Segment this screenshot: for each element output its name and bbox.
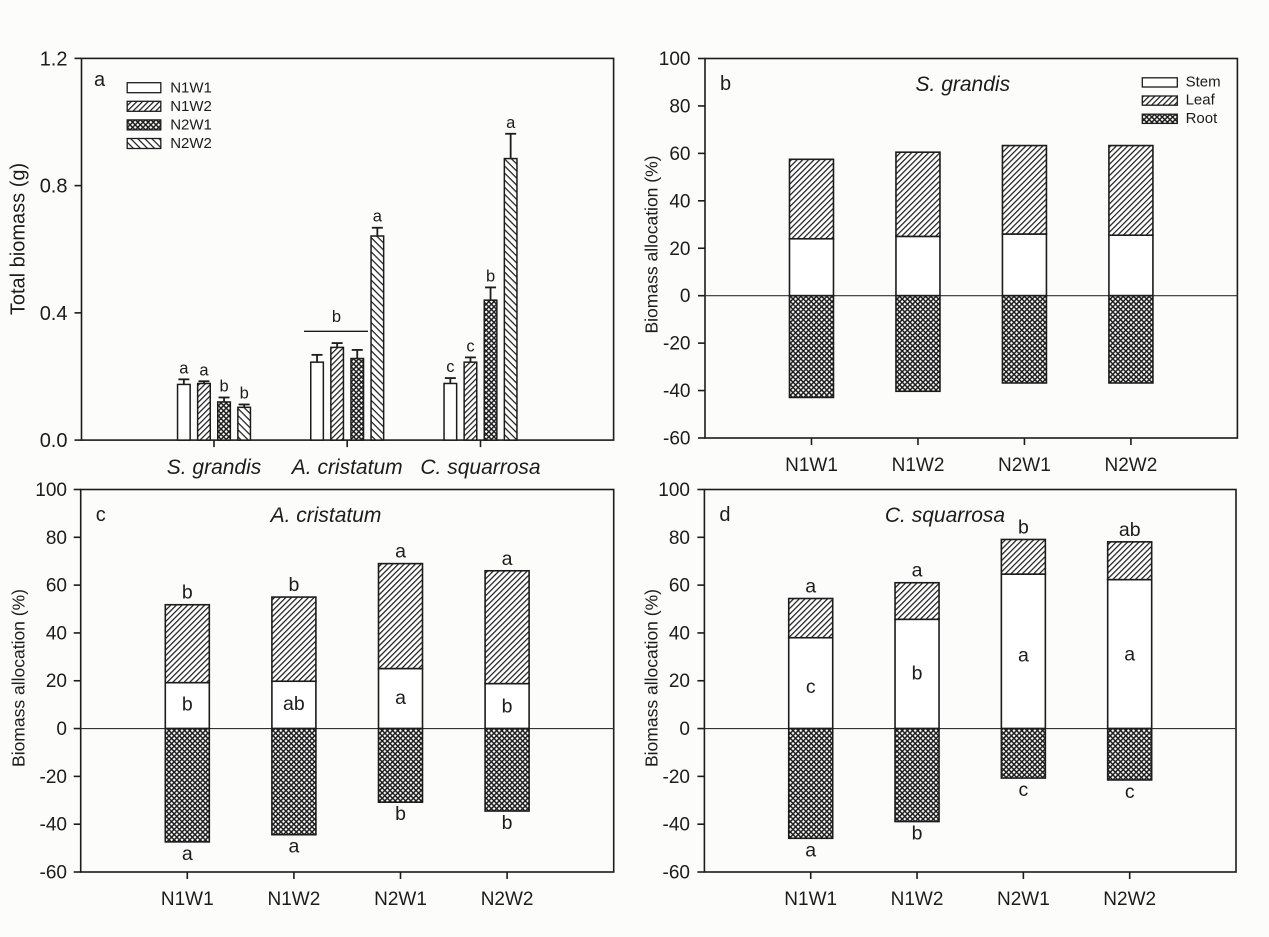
svg-text:a: a [506, 114, 516, 132]
svg-text:60: 60 [669, 144, 690, 165]
svg-text:-60: -60 [663, 429, 690, 450]
svg-text:S. grandis: S. grandis [916, 73, 1011, 96]
svg-text:N2W1: N2W1 [997, 889, 1050, 910]
svg-text:N1W2: N1W2 [892, 455, 945, 476]
svg-text:b: b [720, 73, 731, 95]
svg-text:c: c [446, 358, 454, 376]
svg-text:b: b [288, 574, 299, 596]
svg-text:20: 20 [46, 671, 67, 692]
svg-text:b: b [220, 378, 229, 396]
svg-text:N1W2: N1W2 [891, 889, 944, 910]
svg-text:b: b [912, 823, 923, 845]
svg-text:20: 20 [669, 671, 690, 692]
svg-text:20: 20 [669, 239, 690, 260]
svg-text:a: a [1018, 645, 1029, 667]
svg-text:c: c [1019, 779, 1029, 801]
svg-text:b: b [332, 308, 341, 326]
svg-text:Stem: Stem [1186, 73, 1221, 90]
svg-text:0: 0 [56, 719, 67, 740]
svg-text:N1W1: N1W1 [170, 79, 212, 96]
svg-text:A. cristatum: A. cristatum [269, 504, 382, 527]
svg-text:b: b [240, 385, 249, 403]
svg-text:a: a [502, 548, 513, 570]
svg-text:40: 40 [669, 623, 690, 644]
svg-text:N2W2: N2W2 [481, 889, 534, 910]
svg-text:b: b [395, 803, 406, 825]
svg-text:a: a [805, 839, 816, 861]
svg-text:100: 100 [658, 480, 690, 501]
svg-text:N1W1: N1W1 [785, 455, 838, 476]
svg-text:Biomass allocation (%): Biomass allocation (%) [642, 589, 662, 767]
svg-text:C. squarrosa: C. squarrosa [885, 504, 1005, 527]
svg-text:60: 60 [669, 576, 690, 597]
svg-text:80: 80 [46, 528, 67, 549]
svg-text:100: 100 [35, 480, 67, 501]
svg-text:N1W1: N1W1 [161, 889, 214, 910]
svg-text:d: d [719, 504, 730, 526]
svg-text:N1W1: N1W1 [784, 889, 837, 910]
svg-text:a: a [1124, 644, 1135, 666]
svg-text:N2W2: N2W2 [170, 135, 212, 152]
svg-text:100: 100 [659, 49, 691, 70]
svg-text:S. grandis: S. grandis [167, 456, 262, 479]
svg-text:Biomass allocation (%): Biomass allocation (%) [9, 589, 29, 767]
svg-text:a: a [288, 836, 299, 858]
svg-text:a: a [805, 576, 816, 598]
svg-text:b: b [1018, 517, 1029, 539]
svg-text:-40: -40 [663, 815, 690, 836]
svg-text:a: a [199, 361, 209, 379]
svg-text:c: c [1125, 781, 1135, 803]
svg-text:a: a [395, 541, 406, 563]
svg-text:40: 40 [46, 623, 67, 644]
svg-text:b: b [502, 696, 513, 718]
svg-text:-20: -20 [663, 334, 690, 355]
svg-text:Biomass allocation (%): Biomass allocation (%) [642, 156, 662, 334]
svg-text:c: c [466, 337, 474, 355]
svg-text:b: b [182, 694, 193, 716]
svg-text:N2W2: N2W2 [1103, 889, 1156, 910]
svg-text:-60: -60 [663, 863, 690, 884]
svg-text:N2W1: N2W1 [374, 889, 427, 910]
svg-text:40: 40 [669, 191, 690, 212]
svg-text:a: a [912, 560, 923, 582]
svg-text:b: b [182, 582, 193, 604]
svg-text:-40: -40 [663, 381, 690, 402]
svg-text:0: 0 [679, 719, 690, 740]
svg-text:a: a [182, 843, 193, 865]
svg-text:80: 80 [669, 96, 690, 117]
svg-text:N2W1: N2W1 [170, 117, 212, 134]
svg-text:N2W1: N2W1 [998, 455, 1051, 476]
svg-text:80: 80 [669, 528, 690, 549]
svg-text:a: a [395, 687, 406, 709]
svg-text:60: 60 [46, 576, 67, 597]
svg-text:b: b [502, 812, 513, 834]
svg-text:0.4: 0.4 [40, 303, 68, 325]
svg-text:0.0: 0.0 [40, 430, 68, 452]
svg-text:C. squarrosa: C. squarrosa [420, 456, 540, 479]
svg-text:a: a [179, 359, 189, 377]
svg-text:Leaf: Leaf [1186, 92, 1216, 109]
svg-text:1.2: 1.2 [40, 48, 68, 70]
svg-text:N1W2: N1W2 [170, 98, 212, 115]
svg-text:Root: Root [1186, 110, 1219, 127]
svg-text:b: b [912, 663, 923, 685]
svg-text:a: a [94, 69, 106, 91]
svg-text:a: a [373, 208, 383, 226]
svg-text:N2W2: N2W2 [1105, 455, 1158, 476]
svg-text:c: c [806, 676, 816, 698]
svg-text:-60: -60 [40, 863, 67, 884]
svg-text:c: c [96, 504, 106, 526]
svg-text:0.8: 0.8 [40, 176, 68, 198]
svg-text:0: 0 [680, 286, 691, 307]
svg-text:Total biomass (g): Total biomass (g) [8, 163, 30, 315]
svg-text:-40: -40 [40, 815, 67, 836]
svg-text:N1W2: N1W2 [268, 889, 321, 910]
svg-text:-20: -20 [40, 767, 67, 788]
svg-text:ab: ab [1119, 519, 1141, 541]
svg-text:-20: -20 [663, 767, 690, 788]
svg-text:A. cristatum: A. cristatum [290, 456, 403, 479]
svg-text:ab: ab [283, 693, 305, 715]
svg-text:b: b [486, 267, 495, 285]
